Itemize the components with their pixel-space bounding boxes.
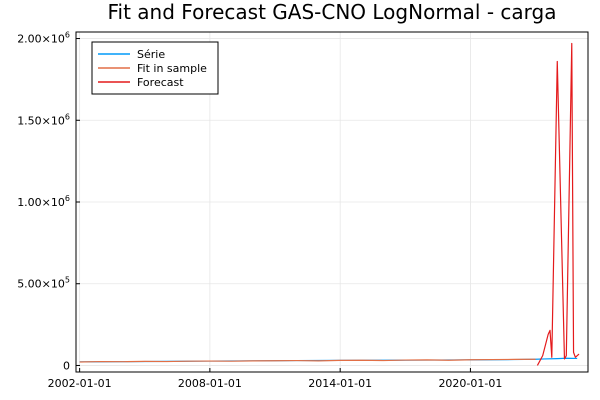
legend-label-1: Fit in sample [137, 62, 207, 75]
legend-label-0: Série [137, 48, 165, 61]
y-tick-exponent: 5 [65, 276, 70, 285]
x-tick-label: 2020-01-01 [438, 377, 502, 390]
series-line-1 [79, 358, 536, 363]
x-tick-labels: 2002-01-01 2008-01-01 2014-01-01 2020-01-01 [48, 368, 502, 390]
x-tick-label: 2014-01-01 [308, 377, 372, 390]
y-tick-label: 1.00×106 [17, 194, 70, 209]
legend-label-2: Forecast [137, 76, 184, 89]
y-tick-mantissa: 5.00×10 [17, 278, 65, 291]
y-tick-label: 5.00×105 [17, 276, 70, 291]
y-tick-mantissa: 2.00×10 [17, 33, 65, 46]
x-tick-label: 2002-01-01 [48, 377, 112, 390]
y-tick-label: 0 [63, 359, 70, 372]
y-tick-label: 2.00×106 [17, 31, 70, 46]
series-line-2 [536, 42, 580, 366]
y-tick-mantissa: 1.00×10 [17, 196, 65, 209]
chart-title: Fit and Forecast GAS-CNO LogNormal - car… [108, 0, 557, 24]
y-tick-mantissa: 1.50×10 [17, 114, 65, 127]
y-tick-exponent: 6 [65, 31, 70, 40]
y-tick-exponent: 6 [65, 112, 70, 121]
series-lines [79, 42, 580, 366]
y-tick-mantissa: 0 [63, 359, 70, 372]
y-tick-exponent: 6 [65, 194, 70, 203]
x-tick-label: 2008-01-01 [178, 377, 242, 390]
y-tick-label: 1.50×106 [17, 112, 70, 127]
